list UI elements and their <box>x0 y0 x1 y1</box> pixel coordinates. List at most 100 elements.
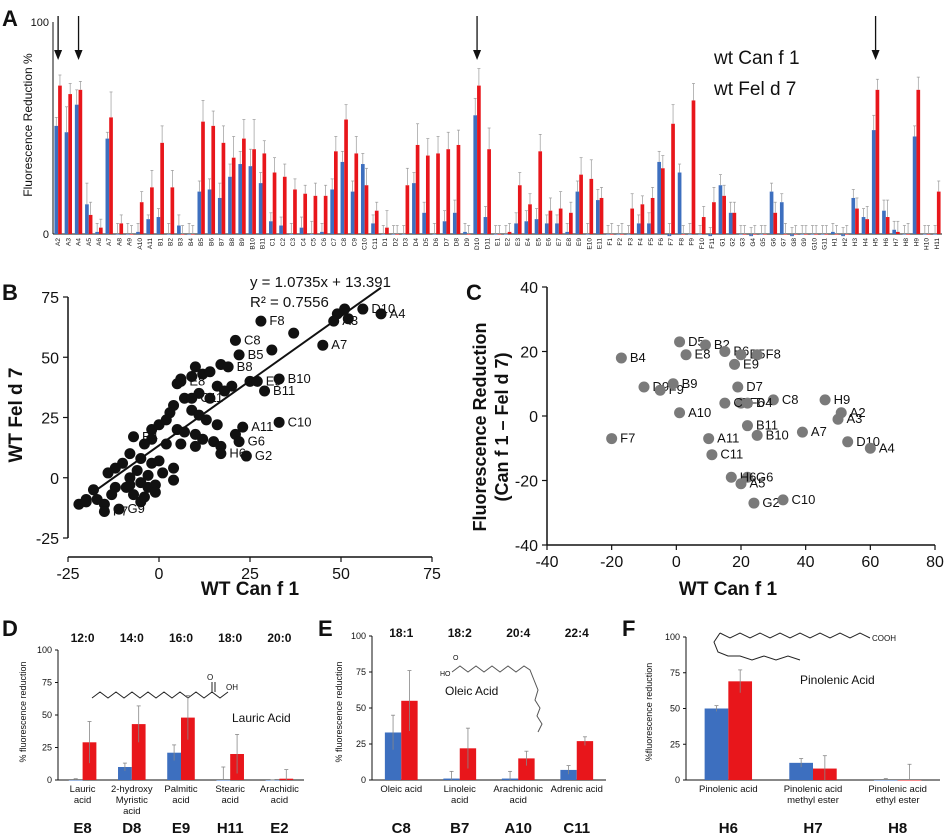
panel-c-point-C11 <box>706 449 718 461</box>
panel-e-bar-can-f1-C11 <box>560 769 577 780</box>
panel-label-f: F <box>622 616 635 641</box>
panel-a-ytick-label: 100 <box>31 17 49 29</box>
panel-c-point-A10 <box>674 407 686 419</box>
panel-a-xtick-F4: F4 <box>638 238 645 246</box>
panel-e-molecule: Oleic Acid <box>445 684 498 698</box>
panel-b-point <box>219 385 231 397</box>
bar-can-f1-D11 <box>483 217 488 234</box>
panel-c-xlabel: WT Can f 1 <box>679 579 778 600</box>
panel-a-xtick-B2: B2 <box>168 238 175 246</box>
panel-a-xtick-E7: E7 <box>556 238 563 246</box>
panel-a-xtick-C10: C10 <box>362 238 369 250</box>
panel-c-point-A4 <box>864 442 876 454</box>
panel-d-chart: 0255075100LauricacidE812:02-hydroxyMyris… <box>37 631 304 837</box>
panel-d-category-label-E9: Palmitic <box>164 784 198 795</box>
panel-b-point <box>342 313 354 325</box>
bar-can-f1-H4 <box>861 217 866 234</box>
bar-fel-d7-E10 <box>589 178 594 234</box>
panel-c-point-label-F6: F6 <box>750 395 765 410</box>
panel-c-point-B2 <box>699 339 711 351</box>
panel-a-xtick-A11: A11 <box>147 238 154 249</box>
bar-fel-d7-H2 <box>844 234 849 235</box>
panel-b-point <box>168 462 180 474</box>
panel-d-category-label-E2: acid <box>271 795 288 806</box>
bar-fel-d7-H3 <box>855 208 859 234</box>
panel-a-xtick-C8: C8 <box>341 238 348 247</box>
panel-b-point-label-F8: F8 <box>269 313 284 328</box>
panel-d-code-E9: E9 <box>172 820 190 837</box>
bar-can-f1-D6 <box>432 234 437 235</box>
panel-b-point-label-G2: G2 <box>255 448 272 463</box>
panel-d: D % fluorescence reduction O OH Lauric A… <box>2 616 304 837</box>
bar-can-f1-C5 <box>309 234 314 235</box>
panel-c-point-label-H9: H9 <box>834 392 851 407</box>
panel-e-code-C11: C11 <box>563 820 590 837</box>
bar-can-f1-B3 <box>177 225 181 234</box>
bar-fel-d7-H6 <box>885 217 890 234</box>
bar-fel-d7-E11 <box>599 197 604 234</box>
bar-can-f1-G6 <box>769 191 774 234</box>
bar-fel-d7-A2 <box>58 85 62 234</box>
arrow-head-A4 <box>74 50 83 60</box>
panel-c-point-label-A2: A2 <box>850 405 866 420</box>
panel-a-xtick-E5: E5 <box>535 238 542 246</box>
bar-fel-d7-C1 <box>272 172 277 234</box>
bar-fel-d7-G11 <box>824 234 829 235</box>
bar-fel-d7-H1 <box>834 234 839 235</box>
panel-b-point-B8 <box>222 361 234 373</box>
panel-c-point-A11 <box>703 433 715 445</box>
panel-d-ytick-label: 25 <box>42 743 52 753</box>
bar-fel-d7-D10 <box>477 85 481 234</box>
panel-c-xtick-label: -20 <box>600 554 623 571</box>
panel-c-xtick-label: 80 <box>926 554 944 571</box>
bar-fel-d7-F9 <box>691 100 696 234</box>
panel-e-code-A10: A10 <box>504 820 532 837</box>
panel-c-xtick-label: 20 <box>732 554 750 571</box>
panel-b-point-B11 <box>259 385 271 397</box>
panel-b-point-label-G6: G6 <box>248 434 265 449</box>
panel-c-point-label-A5: A5 <box>750 476 766 491</box>
panel-d-header-D8: 14:0 <box>120 631 144 645</box>
bar-can-f1-E3 <box>514 223 518 234</box>
panel-d-ytick-label: 100 <box>37 645 52 655</box>
bar-fel-d7-G3 <box>742 234 747 235</box>
panel-f: F %fluorescence reduction COOH Pinolenic… <box>622 616 940 837</box>
bar-fel-d7-A5 <box>88 214 93 234</box>
panel-b-point <box>339 303 351 315</box>
arrow-head-H5 <box>871 50 880 60</box>
panel-c-ytick-label: -40 <box>515 538 538 555</box>
panel-d-category-label-E2: Arachidic <box>260 784 299 795</box>
panel-a-xtick-E9: E9 <box>576 238 583 246</box>
arrow-head-A2 <box>54 50 63 60</box>
panel-b-point-A11 <box>237 421 249 433</box>
panel-a-xtick-B9: B9 <box>239 238 246 246</box>
panel-a-xtick-B11: B11 <box>259 238 266 249</box>
panel-c-point-C10 <box>777 494 789 506</box>
panel-b-point-B5 <box>233 349 245 361</box>
bar-can-f1-G9 <box>800 234 805 235</box>
panel-a-xtick-A6: A6 <box>96 238 103 246</box>
panel-a-xtick-G6: G6 <box>770 238 777 247</box>
panel-b-point <box>186 371 198 383</box>
panel-a-xtick-C7: C7 <box>331 238 338 247</box>
panel-c-point-label-B10: B10 <box>766 427 789 442</box>
bar-fel-d7-A10 <box>139 202 144 234</box>
panel-a-xtick-D8: D8 <box>454 238 461 247</box>
bar-can-f1-G5 <box>759 234 764 235</box>
panel-b-point-label-B4: B4 <box>142 429 158 444</box>
bar-can-f1-C4 <box>299 227 304 234</box>
panel-c-point-D10 <box>842 436 854 448</box>
panel-b-point-G6 <box>233 436 245 448</box>
bar-can-f1-F6 <box>657 161 661 234</box>
bar-fel-d7-A4 <box>78 89 83 234</box>
panel-c-point-F7 <box>606 433 618 445</box>
panel-c-point-H6 <box>725 471 737 483</box>
bar-can-f1-C8 <box>340 161 345 234</box>
bar-fel-d7-D8 <box>456 144 461 234</box>
svg-text:O: O <box>207 673 213 682</box>
bar-can-f1-E4 <box>524 221 529 234</box>
panel-b-point-label-G9: G9 <box>127 501 144 516</box>
bar-fel-d7-E1 <box>497 234 502 235</box>
bar-fel-d7-B10 <box>252 149 256 234</box>
panel-f-category-label-H7: methyl ester <box>787 795 839 806</box>
